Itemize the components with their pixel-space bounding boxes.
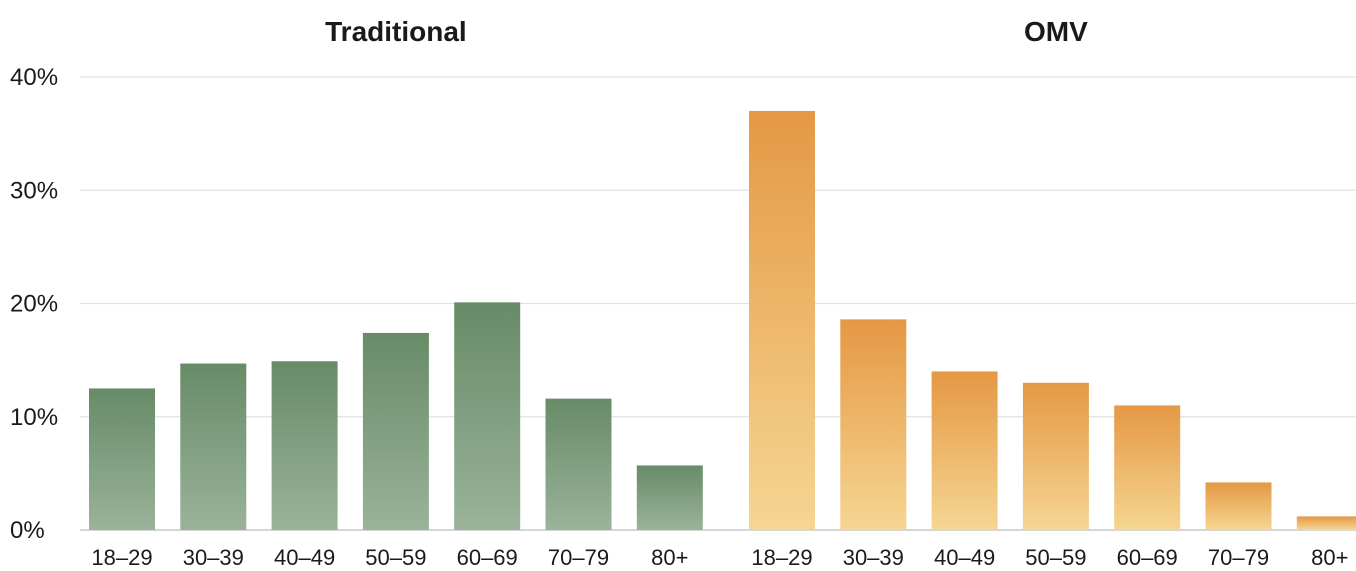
bar-traditional-30–39 [180,363,247,530]
x-tick-label: 70–79 [548,545,609,570]
x-axis: 18–29 30–39 40–49 50–59 60–69 70–79 80+ 18–29 30… [91,545,1348,570]
bar-omv-18–29 [749,110,815,530]
x-tick-label: 80+ [1311,545,1348,570]
bar-traditional-40–49 [271,361,338,530]
x-tick-label: 18–29 [751,545,812,570]
y-tick-label: 10% [10,404,58,431]
y-axis: 0% 10% 20% 30% 40% [10,64,58,544]
titles-layer: Traditional OMV [325,16,1088,47]
bar-traditional-80+ [636,465,703,530]
bar-traditional-50–59 [362,332,429,530]
bar-omv-40–49 [931,371,998,530]
x-tick-label: 18–29 [91,545,152,570]
x-tick-label: 80+ [651,545,688,570]
y-tick-label: 40% [10,64,58,91]
y-tick-label: 0% [10,517,45,544]
x-tick-label: 50–59 [365,545,426,570]
bar-omv-30–39 [840,319,907,530]
x-tick-label: 60–69 [457,545,518,570]
y-tick-label: 30% [10,177,58,204]
bar-traditional-70–79 [545,398,612,530]
bar-omv-60–69 [1114,405,1181,530]
bar-omv-70–79 [1205,482,1272,530]
y-tick-label: 20% [10,291,58,318]
x-tick-label: 30–39 [843,545,904,570]
bar-traditional-18–29 [89,388,155,530]
panel-title: OMV [1024,16,1088,47]
bars-layer [89,110,1356,530]
x-tick-label: 60–69 [1117,545,1178,570]
x-tick-label: 40–49 [274,545,335,570]
panel-title: Traditional [325,16,467,47]
x-tick-label: 40–49 [934,545,995,570]
panel-traditional [89,302,703,530]
x-tick-label: 30–39 [183,545,244,570]
x-tick-label: 50–59 [1025,545,1086,570]
bar-omv-80+ [1296,516,1356,530]
x-tick-label: 70–79 [1208,545,1269,570]
bar-traditional-60–69 [454,302,521,530]
bar-omv-50–59 [1022,382,1089,530]
panel-omv [749,110,1356,530]
